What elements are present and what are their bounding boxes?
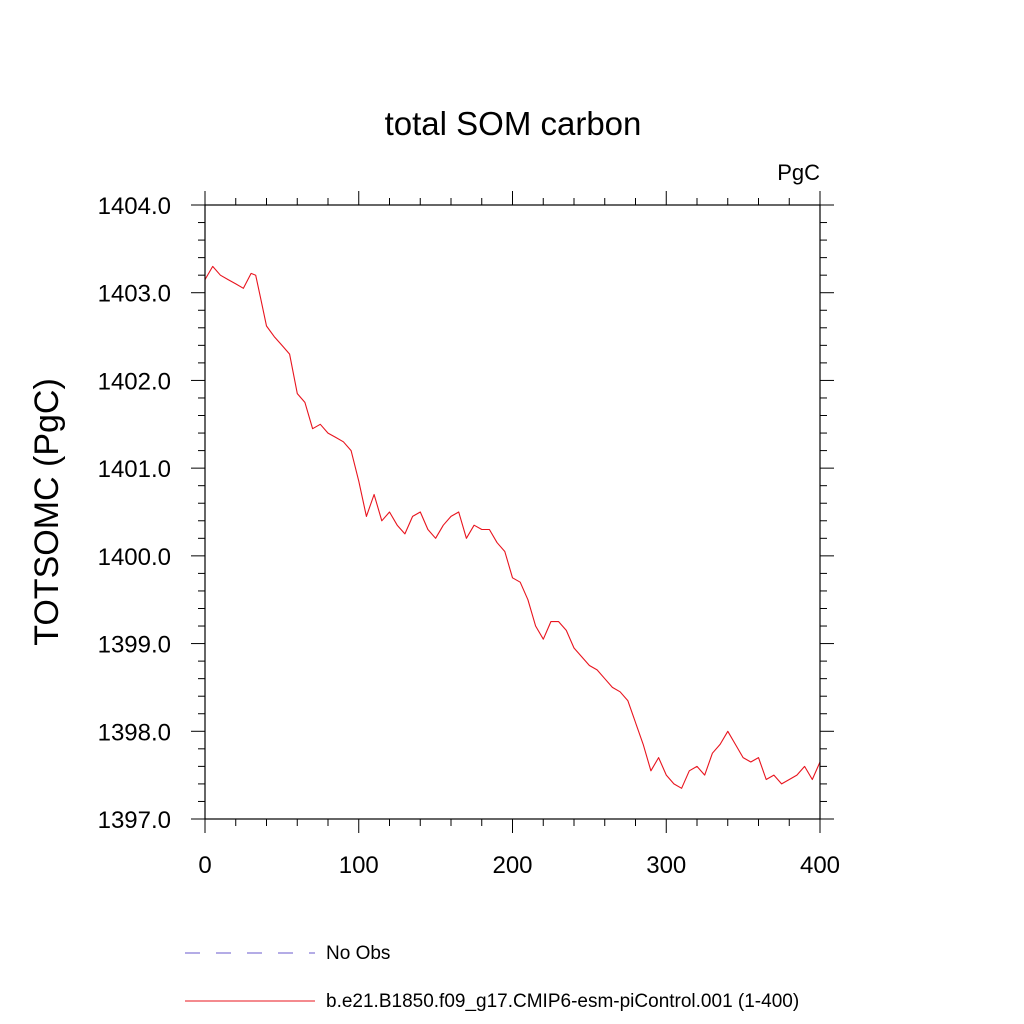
data-series [204,265,821,789]
x-tick-label-2: 200 [492,852,532,879]
legend: No Obs b.e21.B1850.f09_g17.CMIP6-esm-piC… [185,943,799,1012]
y-tick-label-7: 1404.0 [98,193,171,220]
y-tick-label-5: 1402.0 [98,368,171,395]
chart-title: total SOM carbon [385,105,642,142]
series-line-1 [204,265,821,789]
units-label: PgC [777,160,820,185]
tick-labels: 0 100 200 300 400 1397.0 1398.0 1399.0 1400.0 140… [98,193,840,879]
plot-frame [204,204,821,820]
y-tick-label-6: 1403.0 [98,281,171,308]
y-tick-label-2: 1399.0 [98,632,171,659]
y-tick-label-0: 1397.0 [98,807,171,834]
x-tick-label-1: 100 [339,852,379,879]
y-axis-label: TOTSOMC (PgC) [28,378,66,646]
y-tick-label-1: 1398.0 [98,719,171,746]
legend-label-no-obs: No Obs [326,943,390,964]
y-tick-label-3: 1400.0 [98,544,171,571]
axis-ticks [191,191,834,833]
y-tick-label-4: 1401.0 [98,456,171,483]
x-tick-label-4: 400 [800,852,840,879]
x-tick-label-3: 300 [646,852,686,879]
x-tick-label-0: 0 [198,852,211,879]
legend-label-model-run: b.e21.B1850.f09_g17.CMIP6-esm-piControl.… [326,991,799,1012]
